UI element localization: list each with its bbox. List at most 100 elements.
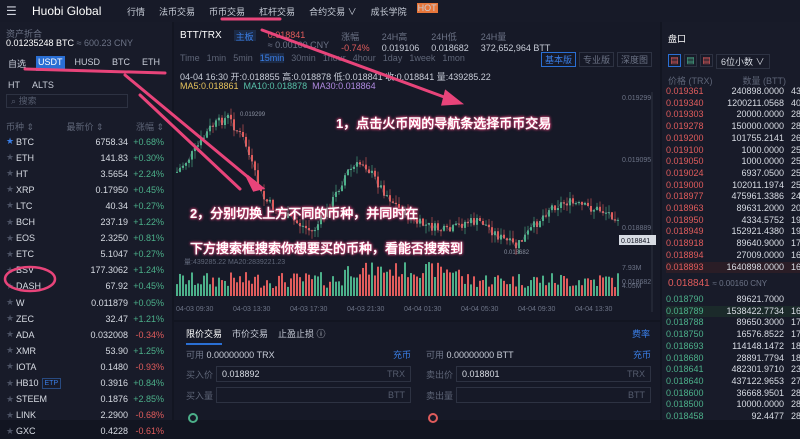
view-toggle[interactable]: 专业版 xyxy=(578,52,614,67)
nav-item[interactable]: 法币交易 xyxy=(159,5,195,18)
coin-row[interactable]: ★ HT 3.5654 +2.24% xyxy=(6,166,164,181)
nav-item[interactable]: 杠杆交易 xyxy=(259,5,295,18)
order-type-tab[interactable]: 市价交易 xyxy=(232,329,269,339)
book-row[interactable]: 0.018950 4334.5752 19 xyxy=(666,215,800,227)
market-tab[interactable]: BTC xyxy=(112,57,131,67)
asks-view-icon[interactable]: ▤ xyxy=(700,54,713,67)
star-icon[interactable]: ★ xyxy=(6,297,15,307)
menu-icon[interactable]: ☰ xyxy=(6,4,17,18)
view-toggle[interactable]: 深度图 xyxy=(616,52,652,67)
star-icon[interactable]: ★ xyxy=(6,280,15,291)
star-icon[interactable]: ★ xyxy=(6,409,15,420)
book-row[interactable]: 0.018949 152921.4380 19 xyxy=(666,226,800,238)
coin-row[interactable]: ★ XMR 53.90 +1.25% xyxy=(6,343,164,358)
search-input[interactable]: ⌕ 搜索 xyxy=(6,94,128,108)
star-icon[interactable]: ★ xyxy=(6,216,15,227)
book-row[interactable]: 0.019024 6937.0500 25 xyxy=(666,168,800,180)
candlestick-chart[interactable]: 0.019299 0.019095 0.018889 0.018682 0.018841… xyxy=(174,22,660,320)
column-header[interactable]: 涨幅 ⇕ xyxy=(135,122,164,132)
book-row[interactable]: 0.018640 437122.9653 27 xyxy=(666,376,800,388)
deposit-link[interactable]: 充币 xyxy=(632,350,651,360)
star-icon[interactable]: ★ xyxy=(6,425,15,436)
order-type-tab[interactable]: 止盈止损 ⓘ xyxy=(278,329,326,339)
coin-row[interactable]: ★ ADA 0.032008 -0.34% xyxy=(6,327,164,342)
bids-view-icon[interactable]: ▤ xyxy=(684,54,697,67)
book-row[interactable]: 0.019000 102011.1974 25 xyxy=(666,180,800,192)
book-row[interactable]: 0.018500 10000.0000 28 xyxy=(666,399,800,411)
star-icon[interactable]: ★ xyxy=(6,264,15,275)
star-icon[interactable]: ★ xyxy=(6,329,15,340)
sell-amount-input[interactable]: BTT xyxy=(456,387,651,403)
book-row[interactable]: 0.018750 16576.8522 17 xyxy=(666,329,800,341)
star-icon[interactable]: ★ xyxy=(6,184,15,195)
coin-row[interactable]: ★ XRP 0.17950 +0.45% xyxy=(6,182,164,197)
book-row[interactable]: 0.018790 89621.7000 xyxy=(666,294,800,306)
book-row[interactable]: 0.018893 1640898.0000 16 xyxy=(666,261,800,274)
sell-price-input[interactable]: 0.018801 TRX xyxy=(456,366,651,382)
market-tab[interactable]: HUSD xyxy=(74,57,101,67)
book-row[interactable]: 0.018963 89631.2000 20 xyxy=(666,203,800,215)
amount-slider[interactable] xyxy=(188,413,198,423)
book-row[interactable]: 0.018458 92.4477 28 xyxy=(666,411,800,420)
book-row[interactable]: 0.018600 36668.9501 28 xyxy=(666,388,800,400)
nav-item[interactable]: 行情 xyxy=(127,5,145,18)
book-row[interactable]: 0.018918 89640.9000 17 xyxy=(666,238,800,250)
book-row[interactable]: 0.018680 28891.7794 18 xyxy=(666,353,800,365)
market-tab[interactable]: USDT xyxy=(36,56,65,71)
coin-row[interactable]: ★ ZEC 32.47 +1.21% xyxy=(6,311,164,326)
star-icon[interactable]: ★ xyxy=(6,248,15,259)
book-row[interactable]: 0.019361 240898.0000 43 xyxy=(666,86,800,98)
column-header[interactable]: 最新价 ⇕ xyxy=(66,122,104,132)
coin-row[interactable]: ★ W 0.011879 +0.05% xyxy=(6,295,164,310)
nav-item[interactable]: 成长学院 HOT xyxy=(371,2,438,18)
star-icon[interactable]: ★ xyxy=(6,393,15,404)
coin-row[interactable]: ★ IOTA 0.1480 -0.93% xyxy=(6,359,164,374)
coin-row[interactable]: ★ DASH 67.92 +0.45% xyxy=(6,279,164,294)
both-view-icon[interactable]: ▤ xyxy=(668,54,681,67)
book-row[interactable]: 0.018788 89650.3000 17 xyxy=(666,317,800,329)
book-row[interactable]: 0.018977 475961.3386 24 xyxy=(666,191,800,203)
fee-link[interactable]: 费率 xyxy=(631,329,650,339)
star-icon[interactable]: ★ xyxy=(6,152,15,163)
logo[interactable]: Huobi Global xyxy=(32,4,102,18)
deposit-link[interactable]: 充币 xyxy=(392,350,411,360)
book-row[interactable]: 0.019050 1000.0000 25 xyxy=(666,156,800,168)
coin-row[interactable]: ★ ETH 141.83 +0.30% xyxy=(6,150,164,165)
book-row[interactable]: 0.019100 1000.0000 25 xyxy=(666,145,800,157)
interval-tab[interactable]: 1min xyxy=(206,53,227,63)
nav-item[interactable]: 币币交易 xyxy=(209,5,245,18)
star-icon[interactable]: ★ xyxy=(6,168,15,179)
decimals-select[interactable]: 6位小数 ∨ xyxy=(716,54,770,69)
book-row[interactable]: 0.019303 20000.0000 28 xyxy=(666,109,800,121)
book-row[interactable]: 0.019200 101755.2141 26 xyxy=(666,133,800,145)
market-tab[interactable]: ETH xyxy=(142,57,161,67)
coin-row[interactable]: ★ BSV 177.3062 +1.24% xyxy=(6,263,164,278)
star-icon[interactable]: ★ xyxy=(6,313,15,324)
book-row[interactable]: 0.018641 482301.9710 23 xyxy=(666,364,800,376)
coin-row[interactable]: ★ LINK 2.2900 -0.68% xyxy=(6,408,164,423)
market-tab[interactable]: 自选 xyxy=(8,59,27,69)
coin-row[interactable]: ★ GXC 0.4228 -0.61% xyxy=(6,424,164,439)
star-icon[interactable]: ★ xyxy=(6,345,15,356)
buy-price-input[interactable]: 0.018892 TRX xyxy=(216,366,411,382)
book-row[interactable]: 0.019340 1200211.0568 40 xyxy=(666,98,800,110)
star-icon[interactable]: ★ xyxy=(6,200,15,211)
coin-row[interactable]: ★ EOS 2.3250 +0.81% xyxy=(6,231,164,246)
pair-name[interactable]: BTT/TRX xyxy=(180,30,222,41)
coin-row[interactable]: ★ BCH 237.19 +1.22% xyxy=(6,215,164,230)
star-icon[interactable]: ★ xyxy=(6,377,15,388)
book-row[interactable]: 0.019278 150000.0000 28 xyxy=(666,121,800,133)
nav-item[interactable]: 合约交易 ∨ xyxy=(309,5,357,18)
interval-tab[interactable]: 5min xyxy=(233,53,253,63)
coin-row[interactable]: ★ LTC 40.34 +0.27% xyxy=(6,198,164,213)
star-icon[interactable]: ★ xyxy=(6,136,15,146)
book-row[interactable]: 0.018693 114148.1472 18 xyxy=(666,341,800,353)
book-row[interactable]: 0.018789 1538422.7734 16 xyxy=(666,305,800,318)
star-icon[interactable]: ★ xyxy=(6,232,15,243)
book-row[interactable]: 0.018894 27009.0000 16 xyxy=(666,250,800,262)
coin-row[interactable]: ★ HB10 ETP 0.3916 +0.84% xyxy=(6,376,164,391)
coin-row[interactable]: ★ STEEM 0.1876 +2.85% xyxy=(6,392,164,407)
coin-row[interactable]: ★ ETC 5.1047 +0.27% xyxy=(6,247,164,262)
market-tab[interactable]: HT xyxy=(8,80,20,90)
buy-amount-input[interactable]: BTT xyxy=(216,387,411,403)
